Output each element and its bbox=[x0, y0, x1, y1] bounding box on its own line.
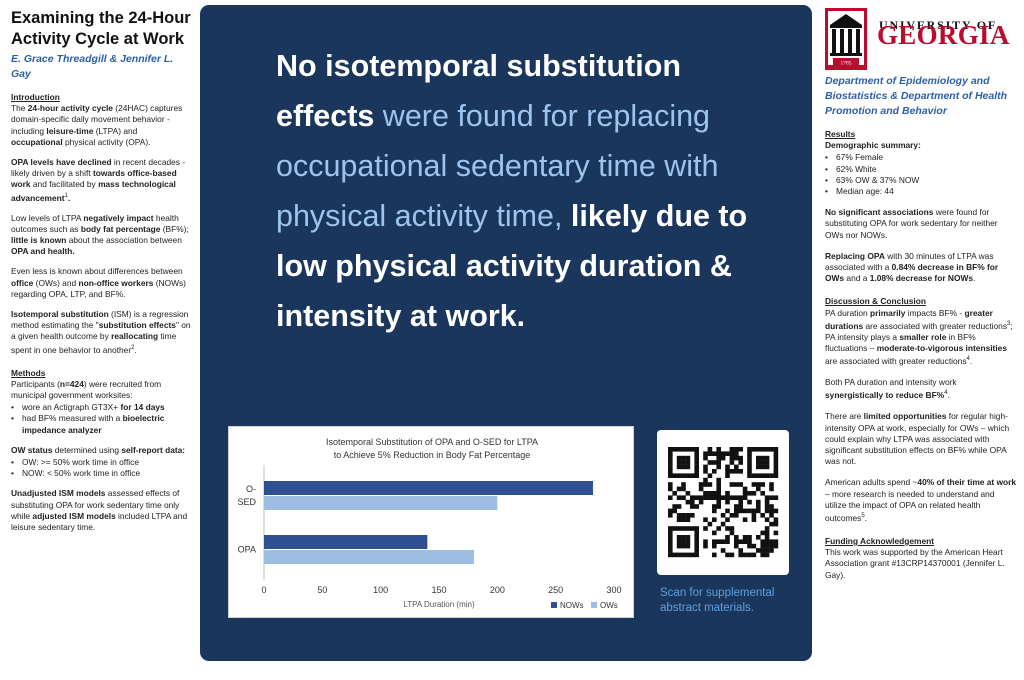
category-label: SED bbox=[237, 497, 256, 507]
x-axis-label: LTPA Duration (min) bbox=[403, 600, 475, 609]
qr-caption: Scan for supplemental abstract materials… bbox=[660, 587, 775, 614]
x-tick-label: 250 bbox=[548, 585, 563, 595]
bar-opa-ows bbox=[264, 550, 474, 564]
intro-paragraph-3: Low levels of LTPA negatively impact hea… bbox=[11, 212, 189, 257]
funding-text: This work was supported by the American … bbox=[825, 547, 1005, 580]
category-label: OPA bbox=[238, 545, 256, 555]
intro-paragraph-2: OPA levels have declined in recent decad… bbox=[11, 157, 186, 203]
list-item: 62% White bbox=[825, 164, 1017, 175]
list-item: NOW: < 50% work time in office bbox=[11, 468, 191, 479]
legend-swatch-ows bbox=[591, 602, 597, 608]
x-tick-label: 200 bbox=[490, 585, 505, 595]
x-tick-label: 100 bbox=[373, 585, 388, 595]
university-logo: 1785 UNIVERSITY OF GEORGIA bbox=[825, 8, 1017, 74]
logo-text-main: GEORGIA bbox=[877, 20, 1010, 50]
legend-swatch-nows bbox=[551, 602, 557, 608]
results-paragraph-1: No significant associations were found f… bbox=[825, 207, 998, 240]
logo-year: 1785 bbox=[841, 61, 852, 67]
ow-status-list: OW: >= 50% work time in office NOW: < 50… bbox=[11, 457, 191, 480]
intro-paragraph-5: Isotemporal substitution (ISM) is a regr… bbox=[11, 309, 191, 355]
poster-title: Examining the 24-Hour Activity Cycle at … bbox=[11, 9, 191, 48]
discussion-paragraph-2: Both PA duration and intensity work syne… bbox=[825, 377, 957, 401]
logo-text-top: UNIVERSITY OF bbox=[879, 18, 997, 32]
qr-code-icon bbox=[668, 447, 779, 558]
list-item: had BF% measured with a bioelectric impe… bbox=[11, 413, 191, 435]
bar-opa-nows bbox=[264, 535, 428, 549]
results-heading: Results bbox=[825, 129, 856, 139]
list-item: Median age: 44 bbox=[825, 186, 1017, 197]
x-tick-label: 50 bbox=[317, 585, 327, 595]
x-tick-label: 300 bbox=[606, 585, 621, 595]
methods-heading: Methods bbox=[11, 367, 46, 378]
list-item: OW: >= 50% work time in office bbox=[11, 457, 191, 468]
discussion-heading: Discussion & Conclusion bbox=[825, 296, 926, 307]
poster-authors: E. Grace Threadgill & Jennifer L. Gay bbox=[11, 53, 174, 80]
methods-list: wore an Actigraph GT3X+ for 14 days had … bbox=[11, 402, 191, 436]
intro-paragraph-4: Even less is known about differences bet… bbox=[11, 266, 186, 299]
chart-title-line-1: Isotemporal Substitution of OPA and O-SE… bbox=[326, 437, 538, 447]
arch-icon: 1785 bbox=[825, 8, 867, 70]
results-paragraph-2: Replacing OPA with 30 minutes of LTPA wa… bbox=[825, 250, 999, 284]
chart-card: Isotemporal Substitution of OPA and O-SE… bbox=[228, 426, 634, 618]
x-tick-label: 0 bbox=[261, 585, 266, 595]
methods-paragraph: Participants (n=424) were recruited from… bbox=[11, 378, 162, 401]
legend-label-ows: OWs bbox=[600, 601, 618, 610]
left-column: Examining the 24-Hour Activity Cycle at … bbox=[11, 8, 191, 533]
headline: No isotemporal substitution effects were… bbox=[276, 49, 748, 333]
demographic-list: 67% Female 62% White 63% OW & 37% NOW Me… bbox=[825, 152, 1017, 197]
ow-status-paragraph: OW status determined using self-report d… bbox=[11, 444, 186, 455]
center-panel: No isotemporal substitution effects were… bbox=[200, 5, 812, 661]
bar-o-sed-ows bbox=[264, 496, 498, 510]
discussion-paragraph-3: There are limited opportunities for regu… bbox=[825, 411, 1010, 467]
chart-title-line-2: to Achieve 5% Reduction in Body Fat Perc… bbox=[334, 450, 531, 460]
intro-paragraph-1: The 24-hour activity cycle (24HAC) captu… bbox=[11, 103, 183, 147]
right-column: 1785 UNIVERSITY OF GEORGIA Department of… bbox=[825, 8, 1017, 581]
list-item: 63% OW & 37% NOW bbox=[825, 175, 1017, 186]
legend-label-nows: NOWs bbox=[560, 601, 584, 610]
introduction-heading: Introduction bbox=[11, 92, 60, 102]
funding-heading: Funding Acknowledgement bbox=[825, 536, 935, 547]
ism-models-paragraph: Unadjusted ISM models assessed effects o… bbox=[11, 488, 188, 533]
category-label: O- bbox=[246, 484, 256, 494]
bar-o-sed-nows bbox=[264, 481, 593, 495]
list-item: 67% Female bbox=[825, 152, 1017, 163]
discussion-paragraph-4: American adults spend ~40% of their time… bbox=[825, 477, 1017, 523]
department-names: Department of Epidemiology and Biostatis… bbox=[825, 75, 1008, 117]
list-item: wore an Actigraph GT3X+ for 14 days bbox=[11, 402, 191, 413]
qr-code[interactable] bbox=[657, 430, 789, 575]
demographic-heading: Demographic summary: bbox=[825, 140, 921, 151]
x-tick-label: 150 bbox=[431, 585, 446, 595]
discussion-paragraph-1: PA duration primarily impacts BF% - grea… bbox=[825, 307, 1013, 367]
bar-chart: Isotemporal Substitution of OPA and O-SE… bbox=[237, 437, 621, 610]
